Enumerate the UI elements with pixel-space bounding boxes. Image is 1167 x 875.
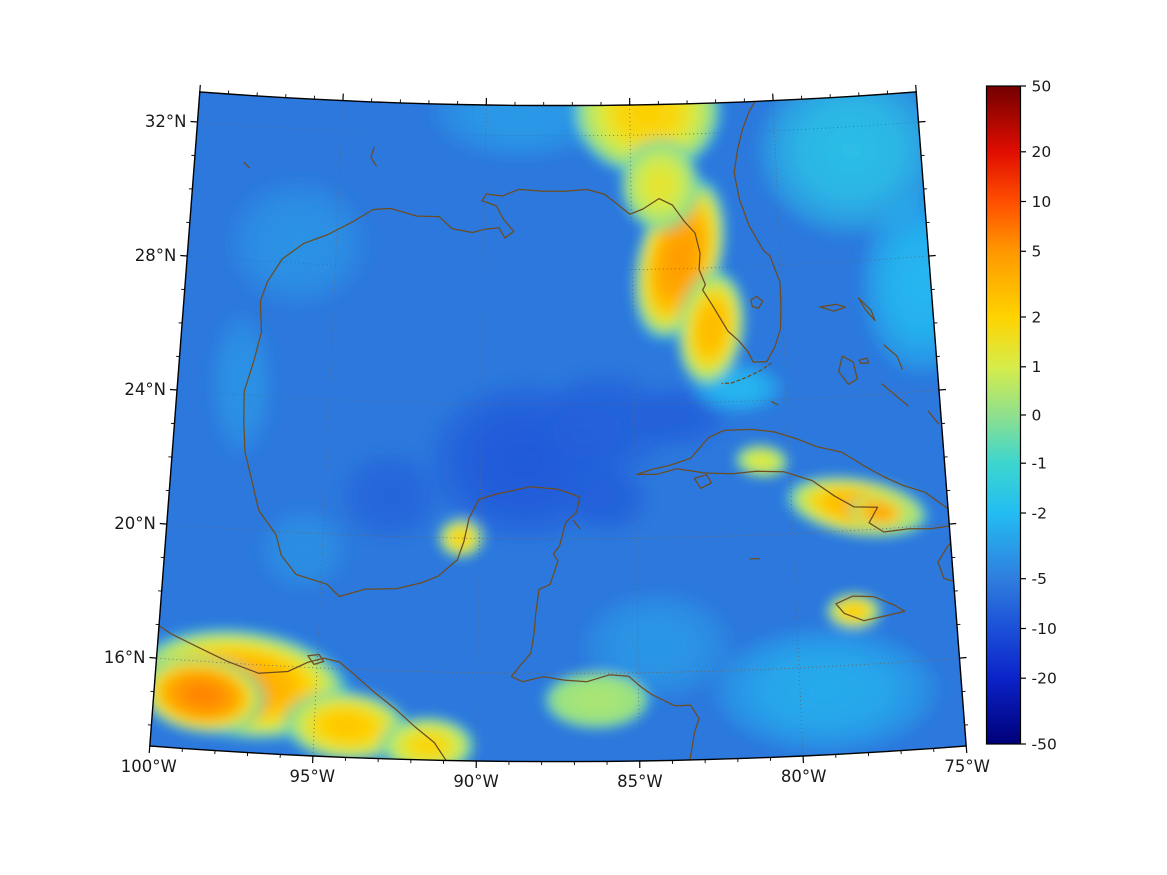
coastline-pacific-coast	[149, 612, 451, 762]
field-blob	[425, 91, 616, 163]
field-blob	[337, 448, 444, 543]
field-blob	[149, 654, 267, 736]
meridian-gridline	[475, 104, 487, 762]
lon-tick-label: 90°W	[453, 772, 499, 791]
longitude-tick-labels: 100°W 95°W 90°W 85°W 80°W 75°W	[121, 757, 990, 791]
colorbar-tick-label: 0	[1032, 406, 1042, 424]
coastline-oaxaca-lagoons	[307, 653, 325, 666]
colorbar-tick-label: -1	[1032, 455, 1047, 473]
heatmap-field	[149, 91, 967, 762]
field-blob	[256, 505, 351, 594]
meridian-gridline	[772, 100, 804, 757]
field-blob	[619, 138, 701, 233]
coastline-new-providence	[858, 357, 870, 365]
field-blob	[437, 517, 485, 559]
field-blob	[224, 175, 372, 311]
colorbar-tick-label: -5	[1032, 570, 1047, 588]
colorbar-tick-label: 20	[1032, 143, 1052, 161]
colorbar-tick-label: 10	[1032, 193, 1052, 211]
field-blob	[856, 186, 967, 381]
coastline-andros	[837, 355, 858, 386]
colorbar-tick-label: 2	[1032, 308, 1042, 326]
field-blob	[378, 715, 477, 762]
axis-tick	[965, 745, 968, 754]
axis-tick	[959, 656, 967, 659]
axis-tick	[938, 388, 947, 391]
meridian-gridline	[312, 100, 344, 757]
lon-tick-label: 100°W	[121, 757, 177, 776]
field-blob	[676, 268, 747, 389]
colorbar-tick-label: 1	[1032, 358, 1042, 376]
axis-tick	[159, 522, 167, 525]
colorbar-tick-label: -20	[1032, 670, 1057, 688]
coastline-jamaica	[835, 595, 906, 622]
parallel-gridline	[197, 121, 919, 137]
axis-ticks	[147, 84, 969, 769]
lon-tick-label: 80°W	[781, 767, 827, 786]
coastline-exuma-chain	[881, 383, 909, 407]
coastline-gulf-atlantic-coast	[243, 97, 782, 762]
colorbar-tick-label: -2	[1032, 504, 1047, 522]
coastline-florida-keys	[721, 362, 773, 385]
parallel-gridline	[166, 523, 950, 540]
lon-tick-label: 85°W	[617, 772, 663, 791]
field-blob	[706, 622, 946, 758]
axis-tick	[928, 254, 936, 257]
colorbar-gradient	[986, 86, 1021, 744]
axis-tick	[169, 388, 178, 391]
colorbar-tick-label: -50	[1032, 735, 1057, 753]
lat-tick-label: 16°N	[104, 648, 146, 667]
coastline-long-island-bahamas	[927, 410, 940, 425]
axis-tick	[180, 254, 188, 257]
field-blob	[734, 444, 790, 478]
axis-tick	[199, 84, 201, 92]
lon-tick-label: 95°W	[290, 767, 336, 786]
field-blob	[848, 494, 911, 530]
coastline-abaco	[857, 297, 876, 322]
colorbar-tick-label: 50	[1032, 77, 1052, 95]
coastline-lake-okeechobee	[750, 295, 764, 309]
lat-tick-label: 32°N	[145, 112, 187, 131]
coastline-texas-lake	[243, 161, 251, 169]
axis-tick	[149, 656, 157, 659]
axis-tick	[949, 522, 957, 525]
coastline-cozumel	[572, 519, 581, 530]
colorbar-tick-label: 5	[1032, 243, 1042, 261]
lat-tick-label: 24°N	[124, 380, 166, 399]
graticule-gridlines	[156, 100, 960, 762]
latitude-tick-labels: 32°N 28°N 24°N 20°N 16°N	[104, 112, 187, 667]
field-blob	[208, 307, 275, 462]
lat-tick-label: 28°N	[135, 246, 177, 265]
lat-tick-label: 20°N	[114, 514, 156, 533]
field-blob	[564, 461, 652, 536]
axis-tick	[915, 84, 917, 92]
axis-tick	[918, 120, 926, 123]
field-blob	[569, 91, 725, 179]
axis-tick	[148, 745, 151, 754]
coastline-toledo-bend-lake	[370, 146, 377, 167]
coastline-isla-juventud	[693, 474, 713, 489]
coastline-grand-bahama	[819, 303, 847, 312]
coastline-cay-sal-bank	[770, 401, 779, 406]
field-blob	[541, 669, 652, 731]
coastline-eleuthera	[883, 344, 904, 370]
field-blob	[825, 592, 883, 630]
colorbar-tick-label: -10	[1032, 620, 1057, 638]
lon-tick-label: 75°W	[944, 757, 990, 776]
meridian-gridline	[629, 104, 641, 762]
axis-tick	[190, 120, 198, 123]
